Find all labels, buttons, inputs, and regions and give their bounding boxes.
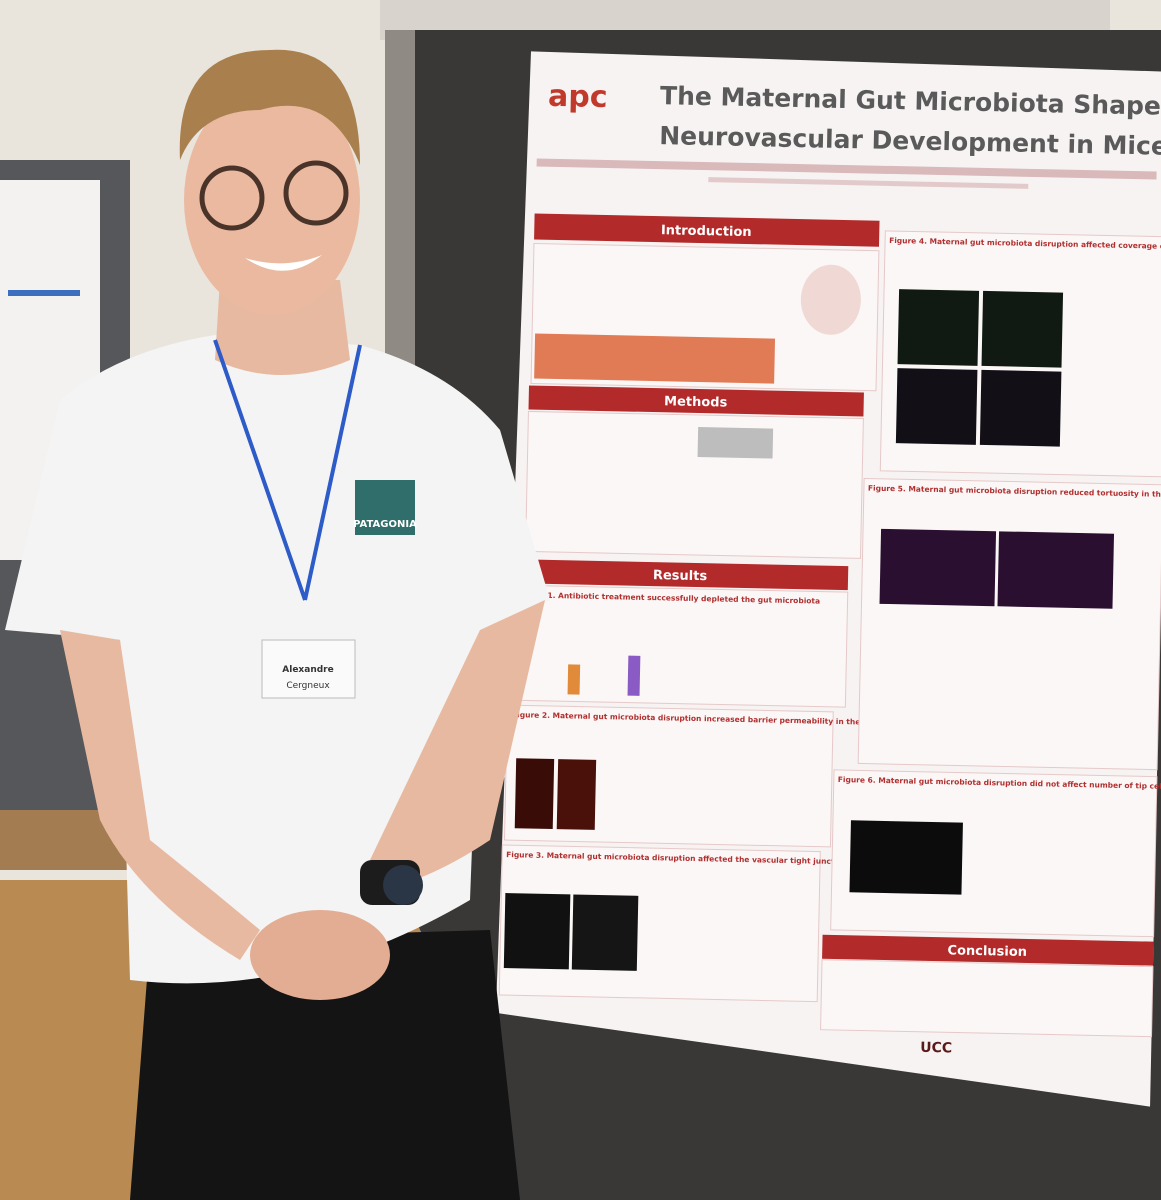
author-line xyxy=(536,158,1157,180)
micrograph xyxy=(849,820,963,895)
glasses xyxy=(199,165,265,231)
footer-logo: UCC xyxy=(920,1040,952,1057)
section-header xyxy=(528,385,864,417)
smile xyxy=(245,255,322,271)
micrograph xyxy=(514,758,555,830)
affiliation-line xyxy=(708,177,1029,189)
poster: apc The Maternal Gut Microbiota Shapes N… xyxy=(495,51,1161,1107)
figure-panel xyxy=(830,769,1158,938)
micrograph xyxy=(556,759,597,830)
section-title: Results xyxy=(653,568,708,584)
badge-last-name: Cergneux xyxy=(286,681,330,691)
section-title: Conclusion xyxy=(947,943,1027,960)
watch-face xyxy=(383,865,423,905)
methods-box xyxy=(697,426,774,459)
bar-illustration xyxy=(567,664,581,695)
badge-first-name: Alexandre xyxy=(282,665,333,675)
micrograph xyxy=(979,369,1062,447)
micrograph xyxy=(997,531,1115,609)
section-header xyxy=(511,559,849,591)
micrograph xyxy=(879,528,997,607)
intro-highlight xyxy=(534,333,776,384)
shirt-logo: PATAGONIA xyxy=(353,519,417,530)
micrograph xyxy=(981,290,1064,368)
trousers xyxy=(130,930,520,1200)
poster-logo: apc xyxy=(548,79,608,115)
glasses xyxy=(283,160,349,226)
micrograph xyxy=(897,289,980,366)
section-header xyxy=(534,213,880,247)
methods-panel xyxy=(525,410,864,559)
gut-illustration xyxy=(800,264,861,335)
lanyard xyxy=(213,339,362,601)
section-title: Methods xyxy=(664,394,728,410)
section-title: Introduction xyxy=(661,223,752,240)
conclusion-panel xyxy=(820,959,1154,1038)
shirt-logo-badge xyxy=(355,480,415,535)
name-badge xyxy=(261,639,356,699)
left-arm xyxy=(60,630,260,960)
micrograph xyxy=(503,893,571,970)
section-header xyxy=(822,934,1154,966)
left-poster-bar xyxy=(8,290,80,296)
right-arm xyxy=(370,600,545,890)
micrograph xyxy=(895,368,978,445)
hands xyxy=(250,910,390,1000)
hair xyxy=(179,49,360,165)
board-edge xyxy=(385,30,415,370)
figure-panel xyxy=(857,477,1161,771)
person: PATAGONIA Alexandre Cergneux xyxy=(5,49,550,1200)
micrograph xyxy=(571,894,639,971)
bar-illustration xyxy=(627,655,641,696)
